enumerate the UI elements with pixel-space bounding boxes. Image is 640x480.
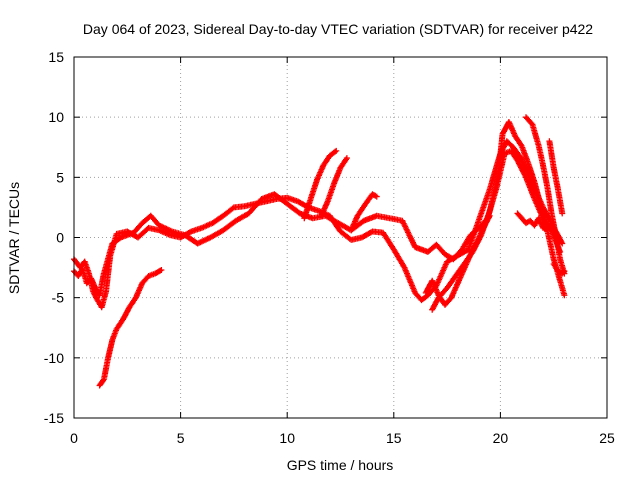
series-trace-10 <box>514 210 551 234</box>
series-trace-8 <box>429 119 568 313</box>
x-tick-label: 5 <box>177 430 185 446</box>
data-marks-trace-4 <box>301 147 340 222</box>
y-axis-label: SDTVAR / TECUs <box>6 182 22 294</box>
data-marks-trace-9 <box>523 114 568 277</box>
chart-title: Day 064 of 2023, Sidereal Day-to-day VTE… <box>83 21 593 37</box>
x-axis-label: GPS time / hours <box>287 457 394 473</box>
x-tick-label: 20 <box>493 430 509 446</box>
y-tick-label: -10 <box>44 350 64 366</box>
y-tick-label: 5 <box>56 169 64 185</box>
data-points <box>71 114 568 389</box>
data-marks-trace-3 <box>96 266 165 389</box>
axis-tick-labels: 0 5 10 15 20 25 -15 -10 -5 0 5 10 15 <box>44 49 615 446</box>
axis-ticks <box>73 56 608 419</box>
series-trace-4 <box>301 147 340 222</box>
x-tick-label: 25 <box>599 430 615 446</box>
y-tick-label: 10 <box>48 109 64 125</box>
data-marks-trace-11 <box>546 138 566 217</box>
data-marks-trace-12 <box>550 261 568 277</box>
y-tick-label: 0 <box>56 230 64 246</box>
data-marks-trace-6 <box>348 191 380 234</box>
series-trace-3 <box>96 266 165 389</box>
data-marks-trace-8 <box>429 119 568 313</box>
series-trace-6 <box>348 191 380 234</box>
series-trace-11 <box>546 138 566 217</box>
y-tick-label: -5 <box>52 290 65 306</box>
series-trace-12 <box>550 261 568 277</box>
data-marks-trace-10 <box>514 210 551 234</box>
grid-lines <box>74 57 607 418</box>
y-tick-label: 15 <box>48 49 64 65</box>
series-trace-5 <box>318 155 350 219</box>
y-tick-label: -15 <box>44 410 64 426</box>
x-tick-label: 10 <box>279 430 295 446</box>
series-trace-9 <box>523 114 568 277</box>
data-marks-trace-5 <box>318 155 350 219</box>
x-tick-label: 0 <box>70 430 78 446</box>
x-tick-label: 15 <box>386 430 402 446</box>
